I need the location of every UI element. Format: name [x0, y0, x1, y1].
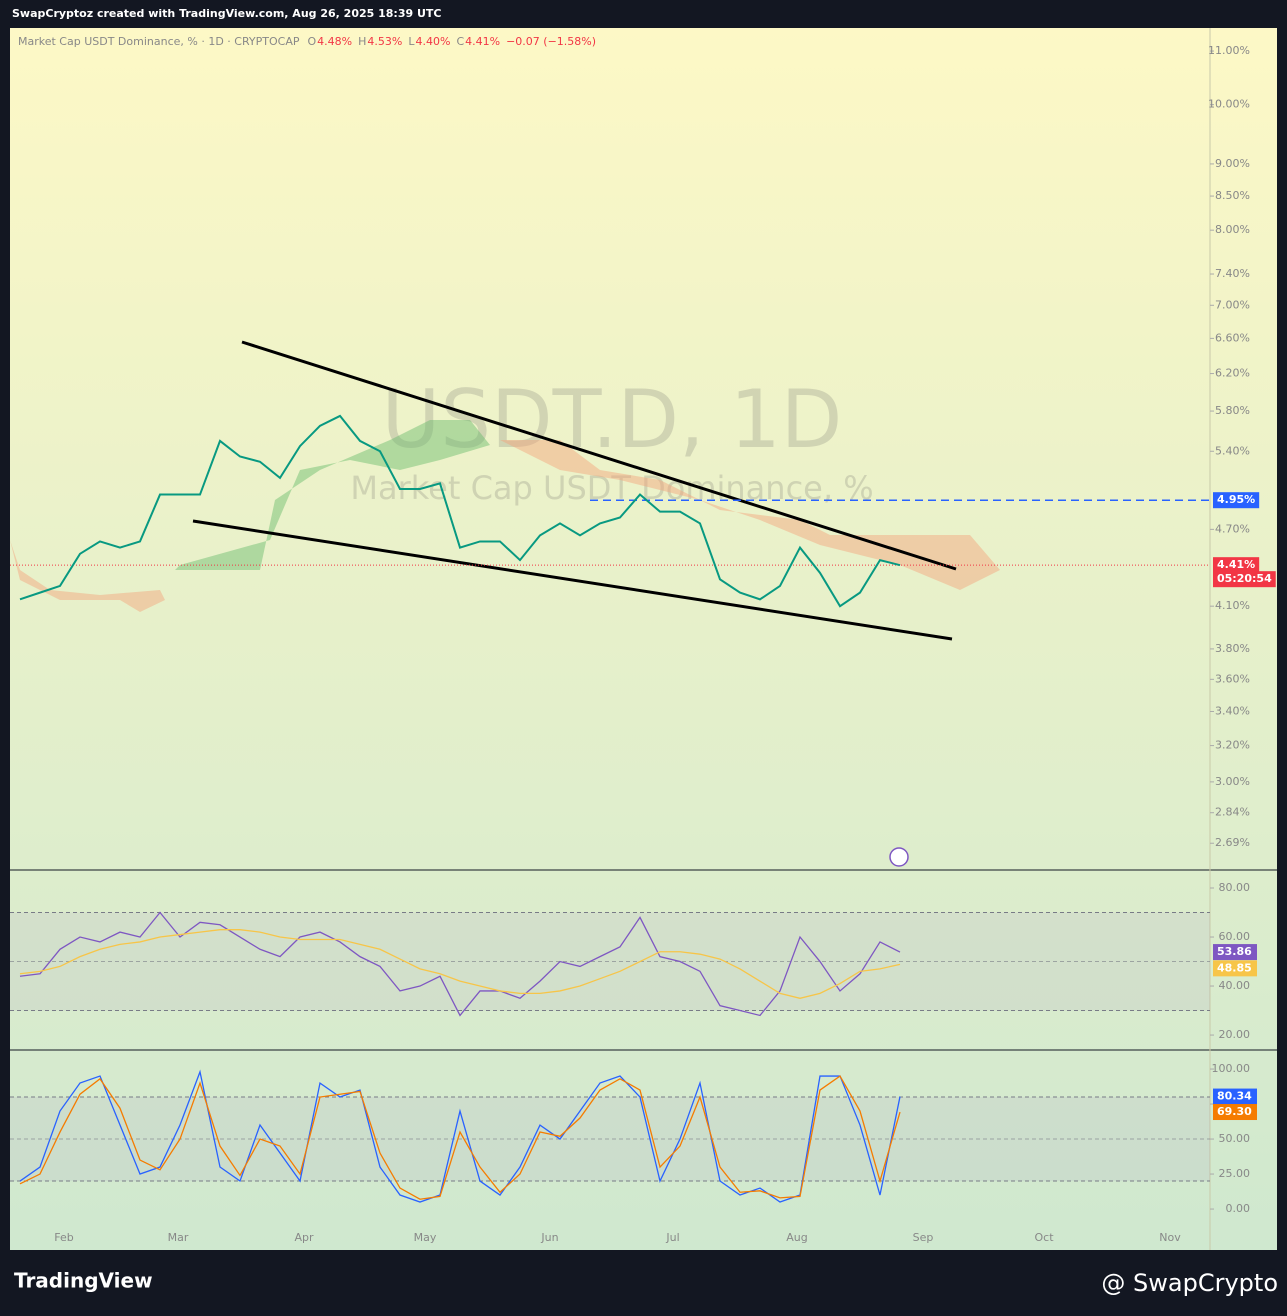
y-tick-label: 3.20%: [1215, 739, 1250, 752]
watermark: USDT.D, 1D: [382, 373, 843, 466]
ichimoku-cloud: [10, 540, 165, 612]
y-tick-label: 5.80%: [1215, 404, 1250, 417]
price-label-bg: [1213, 571, 1276, 588]
y-tick-label: 60.00: [1219, 930, 1251, 943]
y-tick-label: 2.84%: [1215, 806, 1250, 819]
band-fill: [10, 912, 1210, 1011]
price-label: 4.41%: [1217, 558, 1255, 571]
series-line: [19, 929, 901, 999]
y-tick-label: 4.70%: [1215, 522, 1250, 535]
ichimoku-cloud: [500, 440, 1000, 590]
y-tick-label: 8.50%: [1215, 189, 1250, 202]
y-tick-label: 11.00%: [1208, 44, 1250, 57]
x-tick-label: Mar: [168, 1231, 189, 1244]
y-tick-label: 2.69%: [1215, 836, 1250, 849]
price-label-bg: [1213, 1104, 1257, 1121]
y-tick-label: 3.80%: [1215, 642, 1250, 655]
price-label-bg: [1213, 492, 1260, 509]
y-tick-label: 50.00: [1219, 1132, 1251, 1145]
x-tick-label: Jul: [665, 1231, 679, 1244]
legend-key: L: [408, 35, 415, 48]
legend-value: 4.48%: [317, 35, 352, 48]
x-tick-label: Nov: [1159, 1231, 1181, 1244]
price-label: 05:20:54: [1217, 572, 1272, 585]
x-tick-label: Aug: [786, 1231, 807, 1244]
ichimoku-cloud: [175, 420, 490, 570]
y-tick-label: 4.10%: [1215, 599, 1250, 612]
series-line: [19, 1075, 901, 1200]
price-label: 53.86: [1217, 945, 1252, 958]
legend-symbol: Market Cap USDT Dominance, % · 1D · CRYP…: [18, 35, 300, 48]
header: SwapCryptoz created with TradingView.com…: [12, 7, 441, 20]
legend-value: 4.53%: [367, 35, 402, 48]
y-tick-label: 7.40%: [1215, 267, 1250, 280]
legend-value: 4.40%: [415, 35, 450, 48]
y-tick-label: 5.40%: [1215, 444, 1250, 457]
price-label: 69.30: [1217, 1105, 1252, 1118]
y-tick-label: 6.20%: [1215, 367, 1250, 380]
price-label-bg: [1213, 944, 1257, 961]
y-tick-label: 20.00: [1219, 1028, 1251, 1041]
y-tick-label: 25.00: [1219, 1167, 1251, 1180]
x-tick-label: Apr: [294, 1231, 314, 1244]
chart-bg: [10, 28, 1277, 1250]
legend-change: −0.07 (−1.58%): [506, 35, 596, 48]
y-tick-label: 80.00: [1219, 881, 1251, 894]
x-tick-label: May: [414, 1231, 437, 1244]
y-tick-label: 7.00%: [1215, 298, 1250, 311]
legend-value: 4.41%: [465, 35, 500, 48]
legend-key: O: [307, 35, 316, 48]
flash-icon[interactable]: [889, 847, 909, 867]
y-tick-label: 3.00%: [1215, 775, 1250, 788]
legend-key: C: [456, 35, 464, 48]
price-label: 80.34: [1217, 1090, 1252, 1103]
legend-key: H: [358, 35, 366, 48]
y-tick-label: 100.00: [1212, 1062, 1251, 1075]
y-tick-label: 9.00%: [1215, 157, 1250, 170]
y-tick-label: 3.60%: [1215, 672, 1250, 685]
footer-author: @ SwapCrypto: [1101, 1269, 1278, 1297]
price-label-bg: [1213, 1088, 1257, 1105]
y-tick-label: 10.00%: [1208, 98, 1250, 111]
series-line: [19, 414, 901, 608]
series-line: [19, 1069, 901, 1203]
x-tick-label: Jun: [540, 1231, 558, 1244]
x-tick-label: Oct: [1034, 1231, 1054, 1244]
x-tick-label: Feb: [54, 1231, 73, 1244]
y-tick-label: 8.00%: [1215, 223, 1250, 236]
trendline: [241, 340, 957, 571]
price-label: 4.95%: [1217, 493, 1255, 506]
footer-brand: TradingView: [14, 1269, 153, 1293]
price-label-bg: [1213, 557, 1260, 574]
series-line: [19, 911, 901, 1017]
price-label: 48.85: [1217, 961, 1252, 974]
y-tick-label: 0.00: [1226, 1202, 1251, 1215]
trendline: [192, 519, 953, 641]
y-tick-label: 40.00: [1219, 979, 1251, 992]
y-tick-label: 6.60%: [1215, 331, 1250, 344]
y-tick-label: 3.40%: [1215, 704, 1250, 717]
price-label-bg: [1213, 960, 1257, 977]
x-tick-label: Sep: [913, 1231, 934, 1244]
